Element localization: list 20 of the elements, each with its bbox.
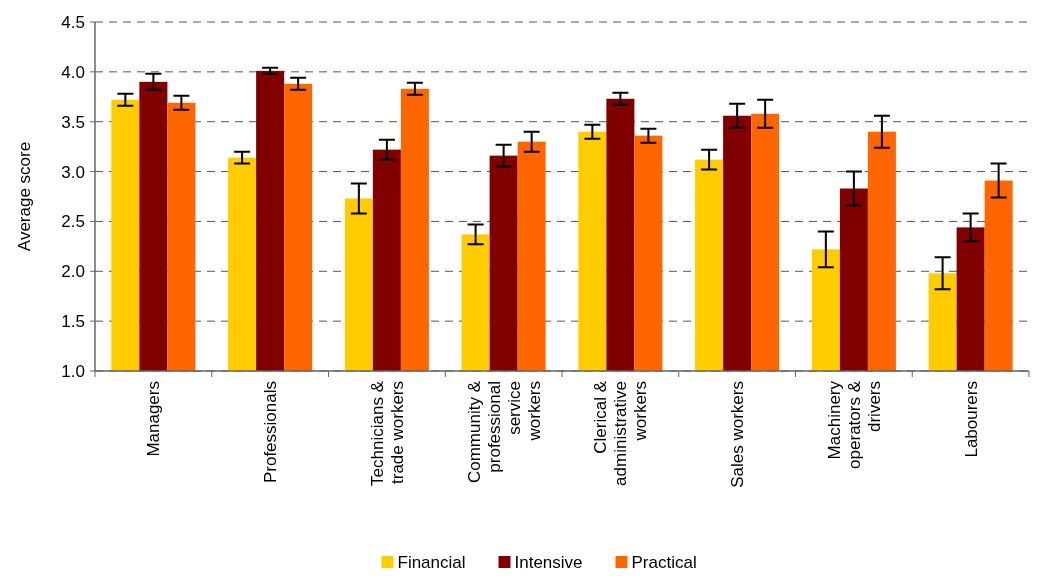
y-tick-label: 4.5 [61,12,85,32]
y-tick-label: 1.5 [61,312,85,332]
y-tick-label: 3.0 [61,162,85,182]
y-tick-label: 3.5 [61,112,85,132]
x-tick-label: Sales workers [728,381,748,488]
x-tick-label: Managers [144,381,164,457]
y-tick-label: 2.0 [61,262,85,282]
y-axis-title: Average score [15,141,34,252]
y-tick-label: 2.5 [61,212,85,232]
x-tick-label: Machinery operators & drivers [824,380,884,469]
legend-label: Practical [631,553,697,572]
x-tick-label: Clerical & administrative workers [591,380,651,486]
x-tick-label: Community & professional service workers [464,380,544,484]
legend-label: Intensive [514,553,583,572]
y-tick-label: 1.0 [61,361,85,381]
x-tick-label: Technicians & trade workers [367,380,407,486]
y-tick-label: 4.0 [61,62,85,82]
x-tick-label: Labourers [961,381,981,458]
x-tick-label: Professionals [261,381,281,484]
legend-label: Financial [397,553,466,572]
